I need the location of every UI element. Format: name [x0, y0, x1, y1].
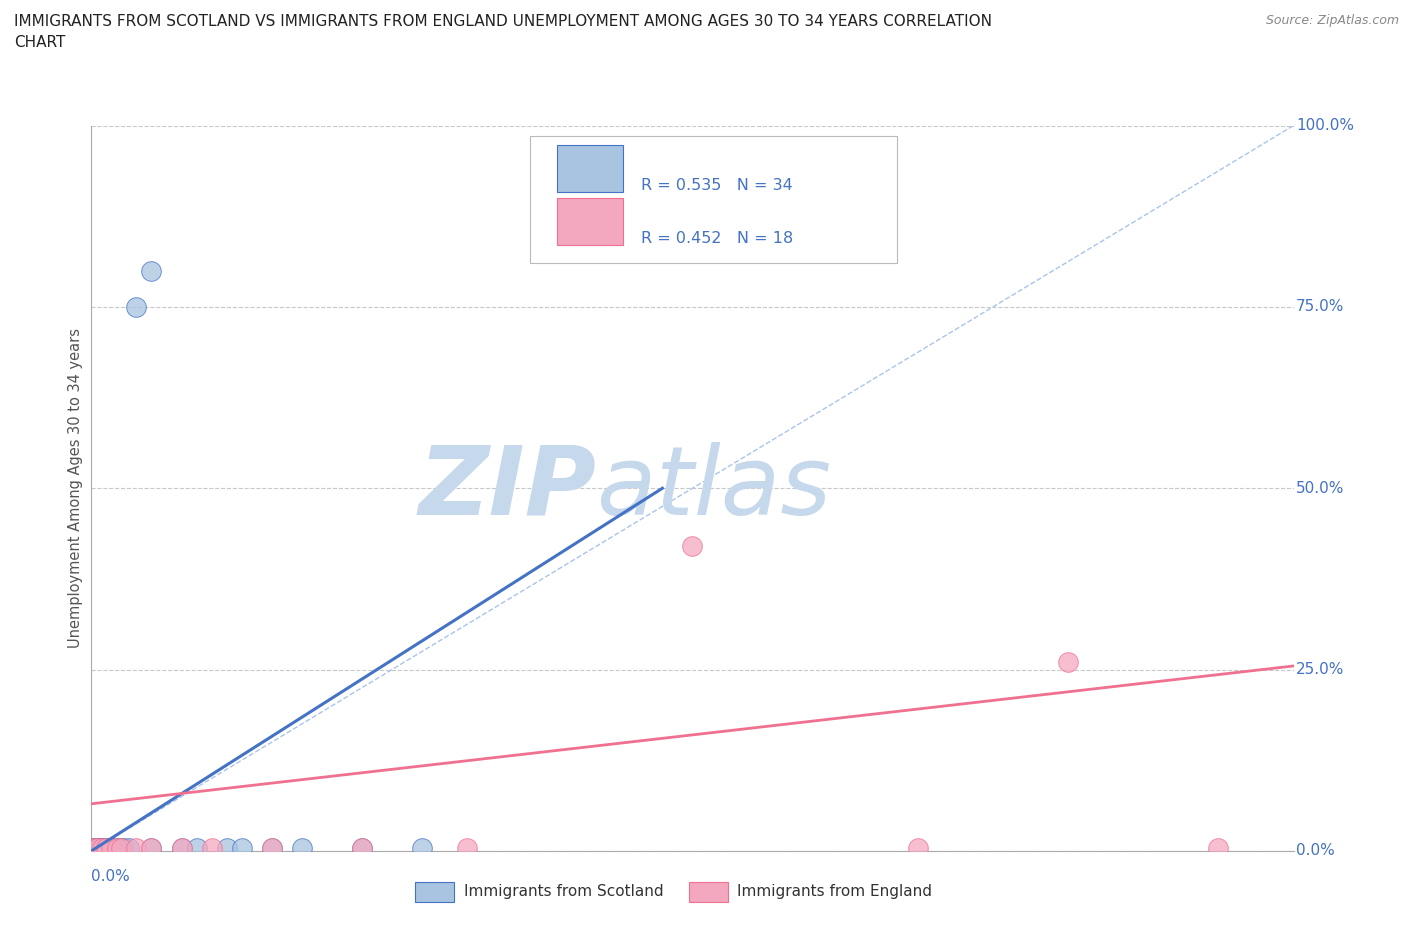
Text: atlas: atlas: [596, 442, 831, 535]
Point: [86, 841, 108, 856]
Point: [125, 299, 148, 314]
Point: [83, 841, 105, 856]
Point: [531, 169, 554, 184]
Point: [170, 841, 193, 856]
Point: [93, 841, 115, 856]
Point: [110, 841, 132, 856]
Text: ZIP: ZIP: [419, 442, 596, 535]
Point: [201, 841, 224, 856]
Point: [100, 841, 122, 856]
Point: [1057, 655, 1080, 670]
Point: [141, 841, 163, 856]
Point: [215, 841, 238, 856]
Text: Immigrants from England: Immigrants from England: [737, 884, 932, 899]
Point: [83, 841, 105, 856]
Point: [86, 841, 108, 856]
Point: [96, 841, 118, 856]
Point: [907, 841, 929, 856]
Point: [86, 841, 108, 856]
Text: IMMIGRANTS FROM SCOTLAND VS IMMIGRANTS FROM ENGLAND UNEMPLOYMENT AMONG AGES 30 T: IMMIGRANTS FROM SCOTLAND VS IMMIGRANTS F…: [14, 14, 993, 29]
Text: 75.0%: 75.0%: [1296, 299, 1344, 314]
Point: [103, 841, 125, 856]
Point: [84, 841, 107, 856]
Point: [84, 841, 107, 856]
Point: [118, 841, 141, 856]
Text: Immigrants from Scotland: Immigrants from Scotland: [464, 884, 664, 899]
FancyBboxPatch shape: [530, 137, 897, 263]
Point: [681, 538, 703, 553]
Point: [87, 841, 110, 856]
Point: [84, 841, 107, 856]
Point: [125, 841, 148, 856]
Point: [89, 841, 111, 856]
Point: [110, 841, 132, 856]
Point: [90, 841, 112, 856]
Text: 0.0%: 0.0%: [91, 869, 131, 884]
Point: [1208, 841, 1230, 856]
Y-axis label: Unemployment Among Ages 30 to 34 years: Unemployment Among Ages 30 to 34 years: [67, 328, 83, 648]
Text: 0.0%: 0.0%: [1296, 844, 1334, 858]
Point: [186, 841, 208, 856]
Point: [260, 841, 283, 856]
Point: [291, 841, 314, 856]
Bar: [557, 198, 623, 245]
Point: [86, 841, 108, 856]
Point: [90, 841, 112, 856]
Point: [98, 841, 121, 856]
Point: [141, 263, 163, 278]
Text: Source: ZipAtlas.com: Source: ZipAtlas.com: [1265, 14, 1399, 27]
Point: [456, 841, 478, 856]
Text: 50.0%: 50.0%: [1296, 481, 1344, 496]
Point: [96, 841, 118, 856]
Text: CHART: CHART: [14, 35, 66, 50]
Point: [100, 841, 122, 856]
Point: [141, 841, 163, 856]
Point: [170, 841, 193, 856]
Point: [260, 841, 283, 856]
Point: [94, 841, 117, 856]
Point: [105, 841, 128, 856]
Point: [350, 841, 373, 856]
Point: [83, 841, 105, 856]
Point: [114, 841, 136, 856]
Text: R = 0.452   N = 18: R = 0.452 N = 18: [641, 232, 793, 246]
Text: R = 0.535   N = 34: R = 0.535 N = 34: [641, 179, 793, 193]
Text: 25.0%: 25.0%: [1296, 662, 1344, 677]
Point: [350, 841, 373, 856]
Text: 100.0%: 100.0%: [1296, 118, 1354, 133]
Bar: [557, 145, 623, 192]
Point: [231, 841, 253, 856]
Point: [87, 841, 110, 856]
Point: [411, 841, 433, 856]
Point: [107, 841, 129, 856]
